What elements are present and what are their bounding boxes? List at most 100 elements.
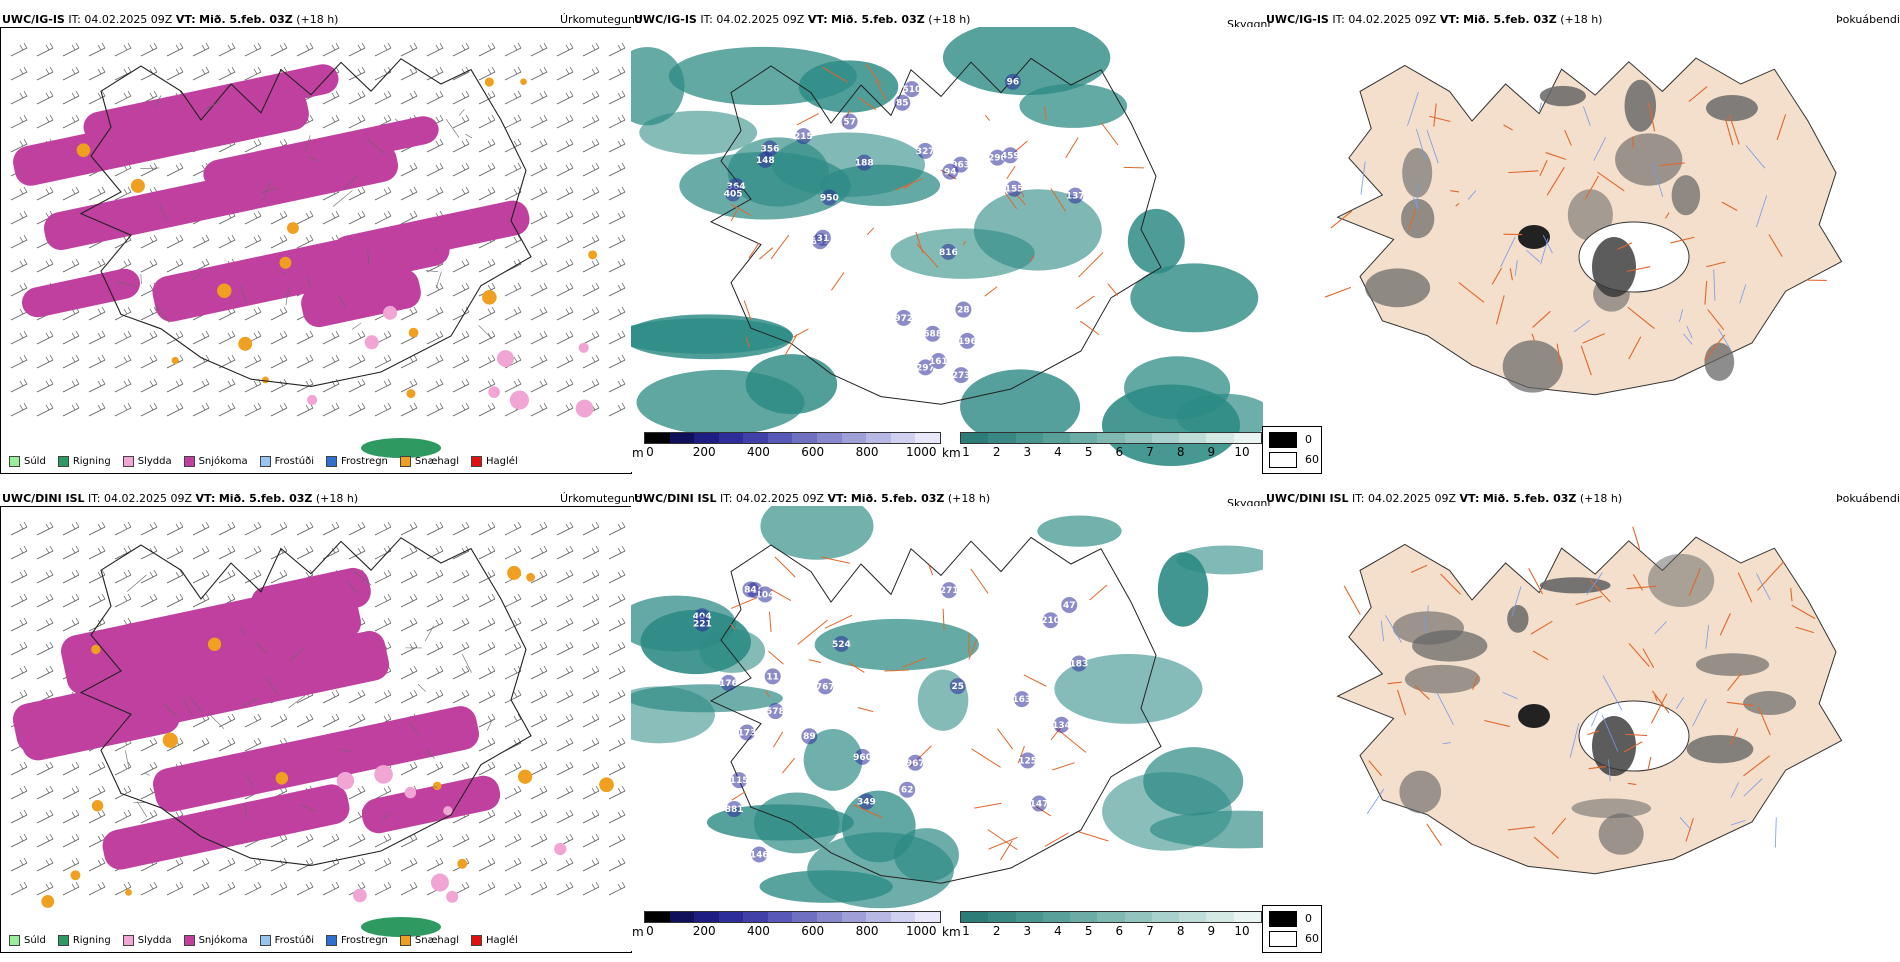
fog-low-label: 0 (1305, 912, 1312, 925)
forecast-row-2: UWC/DINI ISL IT: 04.02.2025 09Z VT: Mið.… (0, 492, 1900, 962)
colorbar-cell (1070, 433, 1097, 443)
panel-header: UWC/DINI ISL IT: 04.02.2025 09Z VT: Mið.… (634, 492, 990, 505)
colorbar-cell (891, 912, 916, 922)
colorbar-cell (1097, 433, 1124, 443)
ceiling-label: 972 (894, 314, 913, 324)
ceiling-label: 28 (957, 306, 970, 316)
colorbar-cell (1152, 433, 1179, 443)
colorbar-cell (1206, 912, 1233, 922)
forecast-row-1: UWC/IG-IS IT: 04.02.2025 09Z VT: Mið. 5.… (0, 13, 1900, 483)
colorbar-tick: 10 (1234, 445, 1249, 459)
ceiling-label: 11 (766, 672, 779, 682)
colorbar-tick: 6 (1116, 445, 1124, 459)
legend-label: Rigning (73, 456, 111, 467)
colorbar-cell (1179, 433, 1206, 443)
legend-item: Snjókoma (184, 935, 248, 946)
ceiling-unit: m (632, 446, 644, 460)
ceiling-label: 183 (1070, 660, 1089, 670)
colorbar-tick: 2 (993, 445, 1001, 459)
legend-item: Haglél (471, 456, 518, 467)
colorbar-cell (988, 912, 1015, 922)
legend-label: Haglél (486, 935, 518, 946)
legend-label: Slydda (138, 935, 172, 946)
colorbar-cell (915, 912, 940, 922)
ceiling-label: 459 (1001, 151, 1020, 161)
ceiling-label: 273 (952, 371, 971, 381)
ceiling-label: 327 (916, 147, 935, 157)
ceiling-label: 47 (1063, 601, 1076, 611)
legend-item: Frostregn (326, 456, 388, 467)
ceiling-label: 104 (756, 590, 775, 600)
colorbar-cell (1016, 912, 1043, 922)
legend-item: Frostregn (326, 935, 388, 946)
panel-header: UWC/IG-IS IT: 04.02.2025 09Z VT: Mið. 5.… (1266, 13, 1602, 26)
colorbar-tick: 3 (1024, 924, 1032, 938)
fog-low-label: 0 (1305, 433, 1312, 446)
ceiling-label: 57 (843, 118, 856, 128)
ceiling-label: 155 (1005, 185, 1024, 195)
ptype-title: Úrkomutegund (560, 13, 642, 26)
colorbar-cell (768, 433, 793, 443)
colorbar-tick: 1 (962, 445, 970, 459)
precip-type-map-svg (1, 507, 631, 952)
colorbar-tick: 800 (856, 445, 879, 459)
colorbar-cell (645, 912, 670, 922)
cloud-unit: km (942, 446, 961, 460)
colorbar-cell (694, 433, 719, 443)
colorbar-cell (961, 433, 988, 443)
colorbar-tick: 1000 (906, 445, 937, 459)
colorbar-cell (792, 912, 817, 922)
colorbar-cell (743, 912, 768, 922)
colorbar-tick: 600 (801, 924, 824, 938)
legend-item: Haglél (471, 935, 518, 946)
colorbar-tick: 10 (1234, 924, 1249, 938)
ceiling-label: 816 (939, 248, 958, 258)
ceiling-label: 524 (832, 640, 851, 650)
ceiling-label: 510 (902, 85, 921, 95)
colorbar-tick: 4 (1054, 445, 1062, 459)
legend-item: Snjókoma (184, 456, 248, 467)
ceiling-label: 134 (1052, 721, 1071, 731)
colorbar-tick: 7 (1146, 445, 1154, 459)
legend-swatch (326, 935, 337, 946)
cloud-colorbar-strip (960, 432, 1262, 444)
colorbar-cell (1234, 912, 1261, 922)
legend-swatch (184, 935, 195, 946)
legend-swatch (9, 935, 20, 946)
colorbar-cell (670, 433, 695, 443)
legend-swatch (471, 935, 482, 946)
colorbar-tick: 0 (646, 445, 654, 459)
ceiling-label: 221 (693, 619, 712, 629)
ceiling-label: 405 (724, 189, 743, 199)
fog-legend: 0 60 (1262, 905, 1322, 953)
fog-high-swatch (1269, 452, 1297, 468)
legend-item: Slydda (123, 935, 172, 946)
cloud-ceiling-map: 4161471639671151041254042717671346252484… (631, 506, 1263, 951)
legend-item: Frostúði (260, 456, 314, 467)
colorbar-cell (915, 433, 940, 443)
ceiling-label: 578 (766, 707, 785, 717)
colorbar-cell (694, 912, 719, 922)
colorbar-tick: 5 (1085, 924, 1093, 938)
colorbar-cell (988, 433, 1015, 443)
ceiling-label: 125 (1018, 756, 1037, 766)
legend-item: Rigning (58, 935, 111, 946)
colorbar-tick: 4 (1054, 924, 1062, 938)
fog-title: Þokuábendi (1836, 492, 1900, 505)
colorbar-cell (645, 433, 670, 443)
legend-swatch (260, 456, 271, 467)
cloud-ceiling-map-svg: 4161471639671151041254042717671346252484… (631, 506, 1263, 951)
legend-item: Rigning (58, 456, 111, 467)
legend-swatch (58, 456, 69, 467)
ceiling-label: 215 (794, 132, 813, 142)
colorbar-tick: 9 (1208, 445, 1216, 459)
colorbar-cell (961, 912, 988, 922)
colorbar-cell (1043, 912, 1070, 922)
colorbar-tick: 200 (693, 924, 716, 938)
legend-item: Súld (9, 456, 46, 467)
